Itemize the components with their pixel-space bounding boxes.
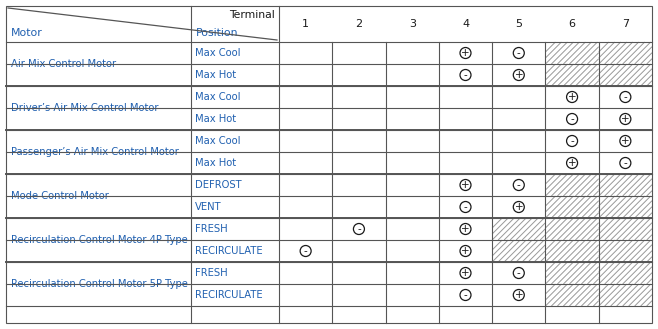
Bar: [545, 218, 599, 240]
Text: FRESH: FRESH: [195, 268, 228, 278]
Text: Max Cool: Max Cool: [195, 92, 241, 102]
Text: -: -: [464, 70, 467, 80]
Text: +: +: [461, 268, 470, 278]
Bar: [545, 64, 599, 86]
Bar: [545, 42, 599, 64]
Text: +: +: [461, 246, 470, 256]
Bar: [599, 42, 652, 64]
Bar: [599, 196, 652, 218]
Text: +: +: [621, 114, 630, 124]
Text: -: -: [464, 290, 467, 300]
Text: -: -: [570, 114, 574, 124]
Text: -: -: [517, 268, 520, 278]
Text: -: -: [570, 136, 574, 146]
Bar: [599, 174, 652, 196]
Text: +: +: [461, 48, 470, 58]
Bar: [599, 240, 652, 262]
Text: 6: 6: [569, 19, 576, 29]
Text: +: +: [568, 92, 576, 102]
Text: Recirculation Control Motor 4P Type: Recirculation Control Motor 4P Type: [11, 235, 188, 245]
Bar: [492, 218, 545, 240]
Text: +: +: [461, 224, 470, 234]
Text: Position: Position: [196, 28, 238, 38]
Text: 7: 7: [622, 19, 629, 29]
Bar: [545, 174, 599, 196]
Text: +: +: [568, 158, 576, 168]
Bar: [492, 240, 545, 262]
Text: Mode Control Motor: Mode Control Motor: [11, 191, 109, 201]
Text: +: +: [461, 180, 470, 190]
Text: 2: 2: [355, 19, 363, 29]
Text: 5: 5: [515, 19, 522, 29]
Text: FRESH: FRESH: [195, 224, 228, 234]
Bar: [545, 240, 599, 262]
Text: RECIRCULATE: RECIRCULATE: [195, 290, 263, 300]
Text: +: +: [515, 202, 523, 212]
Bar: [545, 262, 599, 284]
Text: Max Hot: Max Hot: [195, 114, 236, 124]
Text: -: -: [624, 158, 627, 168]
Text: RECIRCULATE: RECIRCULATE: [195, 246, 263, 256]
Text: Passenger’s Air Mix Control Motor: Passenger’s Air Mix Control Motor: [11, 147, 179, 157]
Text: Motor: Motor: [11, 28, 43, 38]
Bar: [545, 284, 599, 306]
Text: Recirculation Control Motor 5P Type: Recirculation Control Motor 5P Type: [11, 279, 188, 289]
Text: +: +: [621, 136, 630, 146]
Text: 4: 4: [462, 19, 469, 29]
Text: +: +: [515, 290, 523, 300]
Text: DEFROST: DEFROST: [195, 180, 241, 190]
Text: VENT: VENT: [195, 202, 222, 212]
Text: Max Cool: Max Cool: [195, 48, 241, 58]
Text: Max Cool: Max Cool: [195, 136, 241, 146]
Bar: [599, 218, 652, 240]
Text: -: -: [464, 202, 467, 212]
Text: Terminal: Terminal: [229, 10, 275, 20]
Bar: [545, 196, 599, 218]
Text: 1: 1: [302, 19, 309, 29]
Text: -: -: [357, 224, 361, 234]
Text: -: -: [517, 48, 520, 58]
Text: 3: 3: [409, 19, 416, 29]
Text: Air Mix Control Motor: Air Mix Control Motor: [11, 59, 116, 69]
Text: Max Hot: Max Hot: [195, 70, 236, 80]
Bar: [599, 262, 652, 284]
Text: -: -: [304, 246, 307, 256]
Text: +: +: [515, 70, 523, 80]
Bar: [599, 284, 652, 306]
Text: Max Hot: Max Hot: [195, 158, 236, 168]
Text: -: -: [624, 92, 627, 102]
Text: Driver’s Air Mix Control Motor: Driver’s Air Mix Control Motor: [11, 103, 159, 113]
Bar: [599, 64, 652, 86]
Text: -: -: [517, 180, 520, 190]
